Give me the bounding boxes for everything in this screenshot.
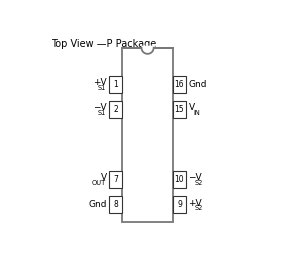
Text: Gnd: Gnd: [188, 80, 207, 89]
Bar: [122, 48, 173, 222]
Text: 8: 8: [113, 200, 118, 209]
Bar: [109, 196, 122, 213]
Bar: [173, 75, 186, 93]
Bar: [173, 101, 186, 118]
Text: S2: S2: [194, 205, 202, 211]
Text: Top View —P Package: Top View —P Package: [51, 39, 157, 49]
Text: 1: 1: [113, 80, 118, 89]
Text: −V: −V: [188, 173, 202, 182]
Text: 10: 10: [175, 175, 184, 184]
Text: V: V: [100, 173, 107, 182]
Text: IN: IN: [193, 110, 200, 116]
Text: S2: S2: [194, 180, 202, 186]
Text: 16: 16: [175, 80, 184, 89]
Text: 2: 2: [113, 105, 118, 114]
Bar: [173, 196, 186, 213]
Text: Gnd: Gnd: [88, 200, 107, 209]
Bar: [109, 75, 122, 93]
Text: +V: +V: [93, 78, 107, 87]
Bar: [109, 101, 122, 118]
Bar: [173, 171, 186, 188]
Text: V: V: [188, 103, 195, 112]
Text: −V: −V: [93, 103, 107, 112]
Text: OUT: OUT: [92, 180, 106, 186]
Text: S1: S1: [98, 110, 106, 116]
Text: 9: 9: [177, 200, 182, 209]
Text: 15: 15: [175, 105, 184, 114]
Text: 7: 7: [113, 175, 118, 184]
Text: +V: +V: [188, 199, 202, 208]
Bar: [109, 171, 122, 188]
Text: S1: S1: [98, 85, 106, 91]
